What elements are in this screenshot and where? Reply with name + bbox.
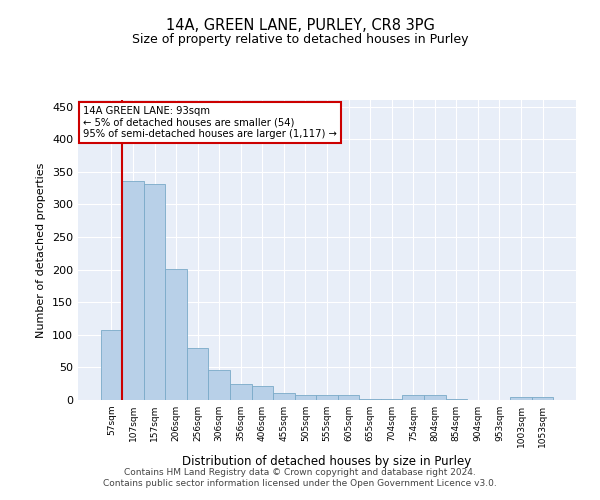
Bar	[122, 181, 144, 400]
Text: Contains HM Land Registry data © Crown copyright and database right 2024.
Contai: Contains HM Land Registry data © Crown c…	[103, 468, 497, 487]
Bar	[230, 384, 251, 400]
Text: 14A, GREEN LANE, PURLEY, CR8 3PG: 14A, GREEN LANE, PURLEY, CR8 3PG	[166, 18, 434, 32]
Bar	[144, 184, 166, 400]
Bar	[101, 330, 122, 400]
X-axis label: Distribution of detached houses by size in Purley: Distribution of detached houses by size …	[182, 456, 472, 468]
Bar	[403, 395, 424, 400]
Bar	[251, 386, 273, 400]
Bar	[273, 394, 295, 400]
Bar	[295, 395, 316, 400]
Bar	[316, 396, 338, 400]
Bar	[381, 398, 403, 400]
Y-axis label: Number of detached properties: Number of detached properties	[37, 162, 46, 338]
Bar	[359, 398, 381, 400]
Bar	[424, 395, 446, 400]
Bar	[510, 396, 532, 400]
Text: 14A GREEN LANE: 93sqm
← 5% of detached houses are smaller (54)
95% of semi-detac: 14A GREEN LANE: 93sqm ← 5% of detached h…	[83, 106, 337, 139]
Bar	[338, 396, 359, 400]
Bar	[532, 396, 553, 400]
Bar	[166, 269, 187, 400]
Text: Size of property relative to detached houses in Purley: Size of property relative to detached ho…	[132, 32, 468, 46]
Bar	[208, 370, 230, 400]
Bar	[446, 398, 467, 400]
Bar	[187, 348, 208, 400]
